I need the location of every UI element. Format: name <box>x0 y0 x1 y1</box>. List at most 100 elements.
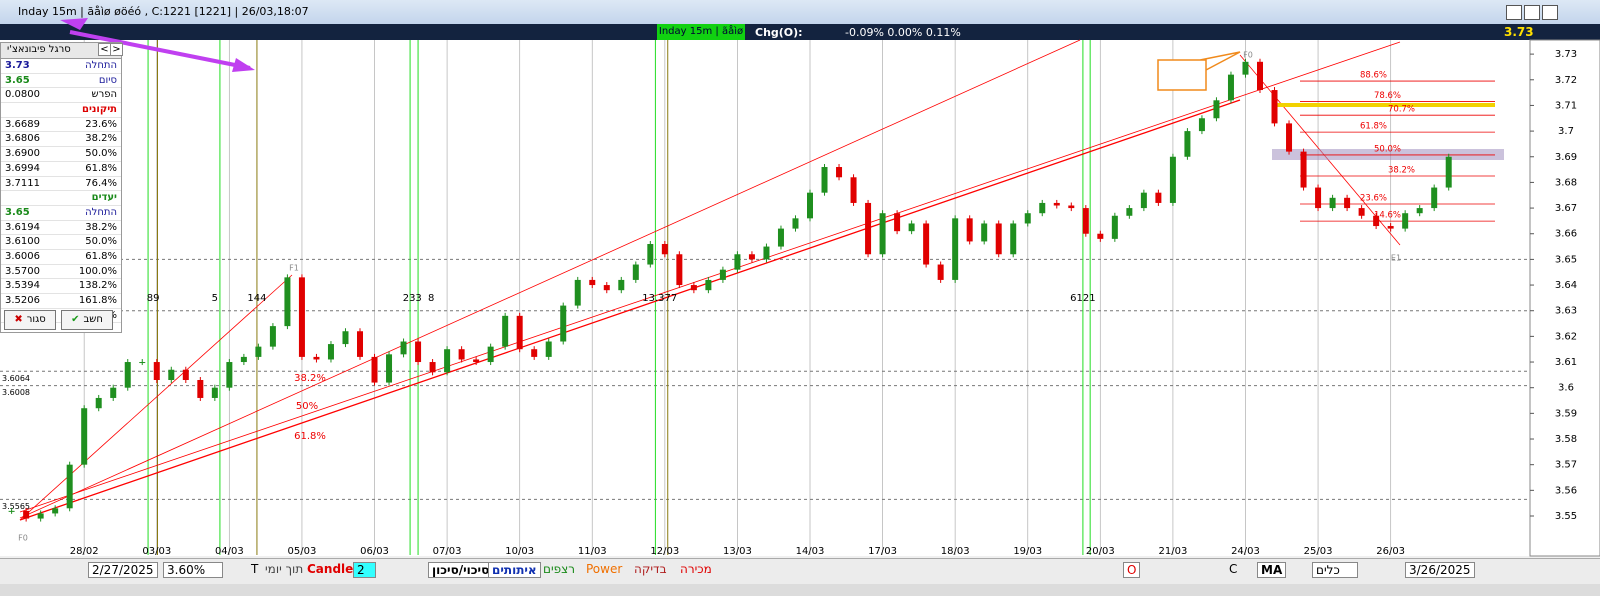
candle <box>81 408 88 465</box>
candle <box>153 362 160 380</box>
toolbar-item[interactable]: 3/26/2025 <box>1405 562 1475 578</box>
candle <box>981 223 988 242</box>
marked-level-label: 3.6064 <box>2 374 30 383</box>
close-button[interactable] <box>1542 5 1558 20</box>
candle <box>1198 118 1205 132</box>
panel-value: 3.6806 <box>5 133 40 145</box>
candle <box>110 387 117 398</box>
fib-level-label: 70.7% <box>1388 105 1415 115</box>
bottom-toolbar: 2/27/2025 3.60% T תוך יומי Candles 2 סיכוי/סיכ… <box>0 558 1600 584</box>
button-icon: ✔ <box>71 314 80 325</box>
nav-button[interactable]: > <box>110 43 123 56</box>
candle <box>966 218 973 242</box>
x-tick-label: 20/03 <box>1086 546 1115 557</box>
panel-row: 3.6994 61.8% <box>1 162 121 177</box>
toolbar-item[interactable]: כלים <box>1312 562 1358 578</box>
candle <box>400 341 407 355</box>
minimize-button[interactable] <box>1506 5 1522 20</box>
toolbar-item[interactable]: בדיקה <box>634 562 667 576</box>
y-tick-label: 3.71 <box>1555 100 1577 111</box>
y-tick-label: 3.63 <box>1555 306 1577 317</box>
panel-label: 50.0% <box>85 148 117 160</box>
candle <box>1300 151 1307 188</box>
y-tick-label: 3.59 <box>1555 408 1577 419</box>
toolbar-item[interactable]: MA <box>1257 562 1287 578</box>
toolbar-item[interactable]: Power <box>586 562 623 576</box>
toolbar-item[interactable]: איתותים <box>488 562 541 578</box>
candle <box>1053 202 1060 206</box>
toolbar-item[interactable]: C <box>1229 562 1238 576</box>
candle <box>95 397 102 409</box>
y-tick-label: 3.73 <box>1555 49 1577 60</box>
y-tick-label: 3.66 <box>1555 229 1577 240</box>
x-tick-label: 19/03 <box>1013 546 1042 557</box>
trend-lines <box>19 39 1401 521</box>
candle <box>661 243 668 255</box>
candle <box>865 202 872 255</box>
candle <box>1445 156 1452 188</box>
y-tick-label: 3.58 <box>1555 434 1577 445</box>
time-count-label: 233 <box>403 293 422 304</box>
candle <box>240 356 247 363</box>
fib-level-label: 78.6% <box>1374 91 1401 101</box>
toolbar-item[interactable]: 3.60% <box>163 562 223 578</box>
candle <box>66 464 73 509</box>
annotation: F1 <box>289 264 299 273</box>
x-tick-label: 07/03 <box>433 546 462 557</box>
panel-value: 0.0800 <box>5 89 40 101</box>
panel-row: 3.5394 138.2% <box>1 279 121 294</box>
maximize-button[interactable] <box>1524 5 1540 20</box>
section-label: תיקונים <box>81 104 117 116</box>
panel-value: 3.5394 <box>5 280 40 292</box>
candle <box>327 344 334 360</box>
candle <box>357 331 363 357</box>
candle <box>52 508 59 514</box>
fib-level-label: 50.0% <box>1374 144 1401 154</box>
toolbar-item[interactable]: סיכוי/סיכון <box>428 562 494 578</box>
candle <box>226 362 233 388</box>
panel-button[interactable]: ✔ חשב <box>61 310 113 330</box>
y-tick-label: 3.64 <box>1555 280 1577 291</box>
toolbar-item[interactable]: רצפים <box>543 562 576 576</box>
candle <box>1402 213 1409 229</box>
fib-level-label: 61.8% <box>1360 122 1387 132</box>
candle <box>690 285 697 291</box>
toolbar-item[interactable]: O <box>1123 562 1141 578</box>
time-count-label: 6121 <box>1070 293 1095 304</box>
candle <box>371 356 378 383</box>
x-tick-label: 05/03 <box>288 546 317 557</box>
candle <box>807 192 813 219</box>
candle <box>719 269 726 280</box>
candle <box>1039 202 1046 214</box>
candle <box>705 279 712 291</box>
panel-row: 3.65 סיום <box>1 74 121 89</box>
candle <box>8 510 15 512</box>
panel-row: 3.6100 50.0% <box>1 235 121 250</box>
candle <box>937 264 944 280</box>
toolbar-item[interactable]: מכירה <box>680 562 712 576</box>
candle <box>1344 197 1351 209</box>
toolbar-item[interactable]: 2/27/2025 <box>88 562 158 578</box>
panel-row: תיקונים <box>1 103 121 118</box>
toolbar-item[interactable]: 2 <box>353 562 376 578</box>
panel-button[interactable]: ✖ סגור <box>4 310 56 330</box>
arrow <box>69 30 251 70</box>
x-tick-label: 03/03 <box>142 546 171 557</box>
toolbar-item[interactable]: T <box>251 562 259 576</box>
candle <box>37 513 44 519</box>
header-bar: Inday 15m | ãåìø Chg(O): -0.09% 0.00% 0.… <box>0 24 1600 40</box>
toolbar-item[interactable]: תוך יומי <box>265 562 304 576</box>
candle <box>1213 100 1220 119</box>
candle <box>821 167 828 193</box>
candle <box>531 349 538 357</box>
panel-value: 3.5700 <box>5 265 40 277</box>
time-count-label: 144 <box>247 293 266 304</box>
x-tick-label: 13/03 <box>723 546 752 557</box>
candle <box>1111 215 1118 239</box>
candle <box>1227 74 1234 101</box>
y-tick-label: 3.72 <box>1555 75 1577 86</box>
candle <box>1169 156 1176 203</box>
candle <box>1416 208 1423 214</box>
toolbar-item[interactable]: Candles <box>307 562 361 576</box>
candle <box>1358 208 1365 216</box>
